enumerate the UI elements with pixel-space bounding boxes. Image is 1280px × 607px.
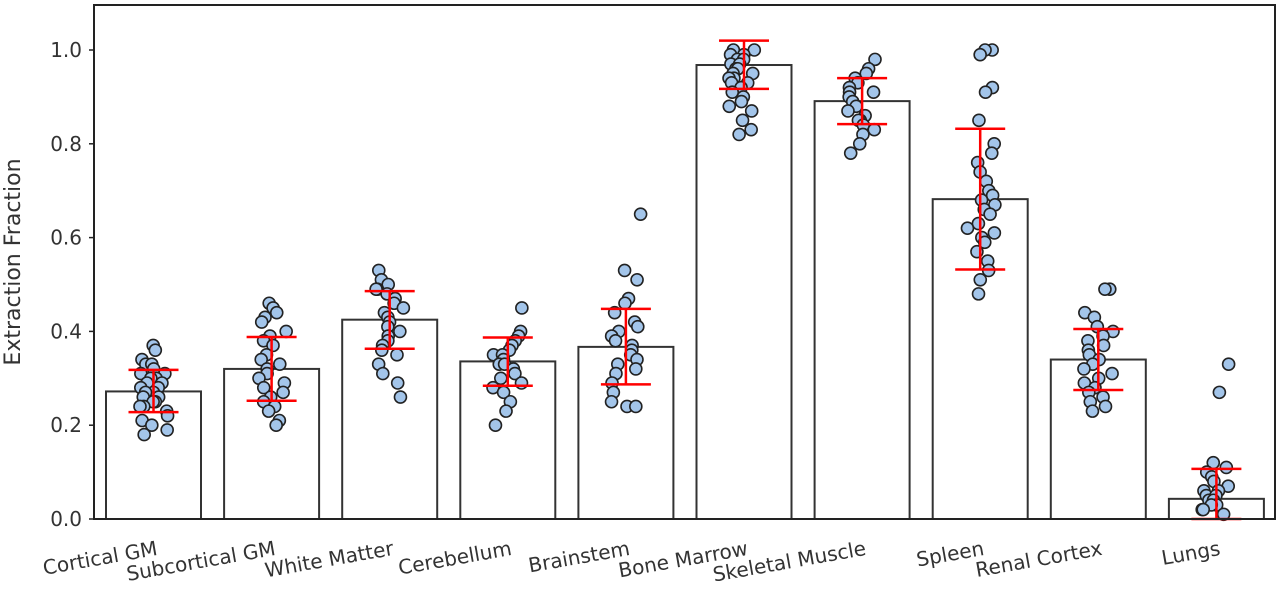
error-bar-1 [246,335,297,403]
data-point [735,113,750,128]
y-tick-label: 0.6 [50,226,82,250]
data-point [978,85,993,100]
data-point [984,146,999,160]
data-point [972,113,986,128]
data-point [841,104,855,118]
data-point [1098,399,1113,414]
data-point [145,418,159,433]
bar-6 [813,100,911,520]
data-point [499,404,513,418]
error-bar-4 [600,307,651,386]
data-point [256,380,271,395]
y-tick-label: 0.0 [50,507,82,531]
data-point [617,263,632,278]
data-point [254,352,269,367]
x-tick-label: White Matter [263,536,396,582]
data-point [629,362,643,376]
error-bar-3 [482,336,533,388]
data-point [604,394,619,409]
data-point [734,94,749,109]
data-point [987,226,1002,240]
data-point [1219,460,1234,475]
data-point [375,343,389,357]
data-point [269,418,283,433]
data-point [1212,385,1227,400]
data-point [843,146,858,160]
data-point [867,122,882,137]
data-point [866,85,881,100]
x-tick-label: Brainstem [526,536,631,577]
x-tick-label: Lungs [1160,536,1223,570]
error-bar-2 [364,289,415,351]
data-point [390,376,405,390]
data-point [973,273,988,287]
bar-3 [459,360,557,520]
error-bars [128,39,1242,521]
data-point [137,427,151,442]
data-point [393,324,407,339]
data-point [868,52,882,67]
data-point [983,207,997,221]
data-point [1105,366,1119,381]
data-point [973,47,987,62]
data-point [1077,362,1091,376]
y-tick-label: 0.4 [50,319,82,343]
error-bar-6 [837,76,888,126]
data-point [744,104,759,118]
data-point [160,423,174,437]
data-point [133,399,147,414]
data-point [396,301,411,315]
data-point [608,333,623,348]
data-point [859,66,874,81]
data-point [279,324,293,339]
error-bar-0 [128,368,179,414]
data-point [618,296,632,311]
y-axis-ticks: 0.0 0.2 0.4 0.6 0.8 1.0 [50,38,94,531]
y-tick-label: 0.8 [50,132,82,156]
data-point [514,376,529,390]
y-tick-label: 1.0 [50,38,82,62]
data-point [272,357,287,372]
data-point [722,99,737,114]
data-point [630,273,644,287]
data-point [629,399,643,414]
data-point [276,385,290,400]
data-point [633,207,648,221]
y-axis-label: Extraction Fraction [1,158,26,365]
data-point [254,315,269,329]
data-point [852,137,867,151]
data-point [977,235,992,250]
y-tick-label: 0.2 [50,413,82,437]
data-point [393,390,408,404]
data-point [266,338,280,353]
data-point [488,418,503,433]
data-point [376,366,390,381]
data-point [148,343,163,357]
data-points [133,43,1236,522]
x-tick-label: Cerebellum [396,536,513,580]
plot-frame [93,4,1276,520]
x-tick-label: Renal Cortex [974,536,1105,582]
bars [105,64,1265,521]
data-point [1221,357,1236,372]
data-point [732,127,746,142]
error-bar-7 [955,127,1006,271]
data-point [960,221,975,236]
data-point [515,301,529,315]
data-point [630,319,645,334]
data-point [971,287,986,301]
data-point [1085,404,1100,418]
data-point [261,404,276,418]
data-point [1098,282,1112,296]
data-point [1196,502,1211,517]
data-point [744,122,758,137]
error-bar-8 [1073,327,1124,392]
data-point [269,305,284,320]
bar-5 [695,64,793,521]
error-bar-5 [719,39,769,91]
data-point [390,348,404,362]
